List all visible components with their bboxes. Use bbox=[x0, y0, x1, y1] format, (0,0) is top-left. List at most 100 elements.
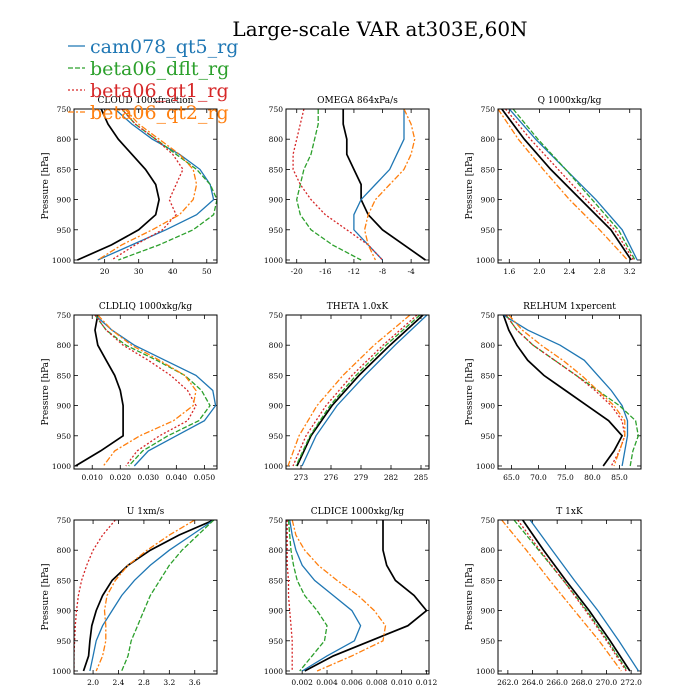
y-tick-label-3-4: 950 bbox=[57, 432, 72, 441]
panel-title-0: CLOUD 100xfraction bbox=[98, 96, 194, 106]
x-tick-label-6-0: 2.0 bbox=[87, 678, 99, 687]
x-tick-label-6-4: 3.6 bbox=[189, 678, 201, 687]
y-tick-label-1-1: 800 bbox=[269, 135, 284, 144]
y-tick-label-5-0: 750 bbox=[481, 311, 496, 320]
x-tick-label-8-1: 264.0 bbox=[522, 678, 544, 687]
x-tick-label-4-4: 285 bbox=[414, 473, 429, 482]
x-tick-label-7-4: 0.010 bbox=[391, 678, 413, 687]
series-line-4-4 bbox=[287, 315, 411, 467]
series-line-4-0 bbox=[296, 315, 424, 467]
x-tick-label-2-2: 2.4 bbox=[564, 267, 576, 276]
x-tick-label-7-5: 0.012 bbox=[416, 678, 438, 687]
series-line-1-0 bbox=[342, 109, 426, 261]
x-tick-label-5-2: 75.0 bbox=[557, 473, 574, 482]
series-line-0-3 bbox=[111, 109, 184, 261]
y-tick-label-7-1: 800 bbox=[269, 546, 284, 555]
series-line-0-4 bbox=[97, 109, 198, 261]
y-tick-label-1-4: 950 bbox=[269, 226, 284, 235]
y-tick-label-3-0: 750 bbox=[57, 311, 72, 320]
series-line-2-2 bbox=[512, 109, 636, 261]
y-axis-label-8: Pressure [hPa] bbox=[465, 563, 475, 630]
x-tick-label-0-2: 40 bbox=[168, 267, 178, 276]
x-tick-label-0-3: 50 bbox=[202, 267, 212, 276]
legend-entry-3: beta06_qt2_rg bbox=[68, 102, 229, 124]
series-line-5-0 bbox=[502, 315, 624, 467]
y-axis-label-0: Pressure [hPa] bbox=[41, 152, 51, 219]
x-tick-label-3-3: 0.040 bbox=[166, 473, 188, 482]
y-tick-label-4-1: 800 bbox=[269, 341, 284, 350]
panel-frame-8 bbox=[497, 519, 642, 675]
x-tick-label-6-1: 2.4 bbox=[113, 678, 125, 687]
series-line-3-4 bbox=[97, 315, 197, 467]
panel-4: THETA 1.0xK 750 800 850 900 950 1000 273 276 279 2… bbox=[264, 302, 430, 482]
x-tick-label-7-0: 0.002 bbox=[291, 678, 313, 687]
series-line-8-3 bbox=[517, 520, 627, 672]
panel-frame-4 bbox=[285, 314, 430, 470]
series-line-6-0 bbox=[82, 520, 215, 672]
y-tick-label-3-2: 850 bbox=[57, 371, 72, 380]
series-line-5-3 bbox=[505, 315, 626, 467]
y-axis-label-2: Pressure [hPa] bbox=[465, 152, 475, 219]
series-line-1-2 bbox=[296, 109, 362, 261]
y-tick-label-6-4: 950 bbox=[57, 637, 72, 646]
x-tick-label-7-3: 0.008 bbox=[366, 678, 388, 687]
series-line-3-0 bbox=[74, 315, 124, 467]
figure-title: Large-scale VAR at303E,60N bbox=[232, 17, 527, 41]
panel-title-8: T 1xK bbox=[556, 507, 583, 517]
series-line-2-0 bbox=[501, 109, 632, 261]
series-line-0-0 bbox=[77, 109, 160, 261]
x-tick-label-8-4: 270.0 bbox=[596, 678, 618, 687]
y-axis-label-3: Pressure [hPa] bbox=[41, 358, 51, 425]
panel-title-7: CLDICE 1000xkg/kg bbox=[311, 507, 405, 517]
panels-group: CLOUD 100xfraction Pressure [hPa] 750 800 85… bbox=[41, 96, 642, 687]
y-tick-label-8-4: 950 bbox=[481, 637, 496, 646]
y-tick-label-1-2: 850 bbox=[269, 165, 284, 174]
x-tick-label-4-1: 276 bbox=[324, 473, 339, 482]
y-tick-label-6-2: 850 bbox=[57, 576, 72, 585]
y-tick-label-2-3: 900 bbox=[481, 196, 496, 205]
x-tick-label-3-0: 0.010 bbox=[81, 473, 103, 482]
y-tick-label-2-2: 850 bbox=[481, 165, 496, 174]
y-tick-label-4-0: 750 bbox=[269, 311, 284, 320]
series-line-1-4 bbox=[363, 109, 416, 261]
y-tick-label-6-0: 750 bbox=[57, 516, 72, 525]
y-tick-label-6-3: 900 bbox=[57, 607, 72, 616]
panel-frame-1 bbox=[285, 108, 430, 264]
x-tick-label-1-1: -16 bbox=[319, 267, 331, 276]
x-tick-label-8-5: 272.0 bbox=[620, 678, 642, 687]
y-tick-label-1-3: 900 bbox=[269, 196, 284, 205]
y-tick-label-7-4: 950 bbox=[269, 637, 284, 646]
x-tick-label-8-3: 268.0 bbox=[571, 678, 593, 687]
y-tick-label-5-2: 850 bbox=[481, 371, 496, 380]
series-line-1-3 bbox=[292, 109, 383, 261]
y-tick-label-0-2: 850 bbox=[57, 165, 72, 174]
x-tick-label-0-1: 30 bbox=[134, 267, 144, 276]
panel-frame-3 bbox=[73, 314, 218, 470]
y-tick-label-5-3: 900 bbox=[481, 402, 496, 411]
series-line-6-3 bbox=[74, 520, 116, 671]
panel-title-2: Q 1000xkg/kg bbox=[538, 96, 602, 106]
legend: cam078_qt5_rg beta06_dflt_rg beta06_qt1_… bbox=[68, 36, 238, 124]
series-line-7-3 bbox=[286, 520, 293, 671]
panel-frame-0 bbox=[73, 108, 218, 264]
y-tick-label-0-3: 900 bbox=[57, 196, 72, 205]
y-tick-label-6-1: 800 bbox=[57, 546, 72, 555]
x-tick-label-1-0: -20 bbox=[291, 267, 303, 276]
panel-frame-6 bbox=[73, 519, 218, 675]
y-tick-label-1-5: 1000 bbox=[264, 256, 283, 265]
y-tick-label-7-2: 850 bbox=[269, 576, 284, 585]
x-tick-label-1-4: -4 bbox=[407, 267, 415, 276]
series-line-5-4 bbox=[508, 315, 626, 467]
x-tick-label-2-0: 1.6 bbox=[503, 267, 515, 276]
x-tick-label-4-2: 279 bbox=[354, 473, 369, 482]
x-tick-label-6-2: 2.8 bbox=[138, 678, 150, 687]
series-line-8-0 bbox=[522, 520, 631, 672]
series-line-4-3 bbox=[292, 315, 418, 467]
panel-0: CLOUD 100xfraction Pressure [hPa] 750 800 85… bbox=[41, 96, 218, 276]
series-line-3-2 bbox=[94, 315, 211, 467]
y-tick-label-3-3: 900 bbox=[57, 402, 72, 411]
panel-5: RELHUM 1xpercent Pressure [hPa] 750 800 850 9… bbox=[465, 302, 642, 482]
y-tick-label-4-5: 1000 bbox=[264, 462, 283, 471]
x-tick-label-2-4: 3.2 bbox=[624, 267, 636, 276]
